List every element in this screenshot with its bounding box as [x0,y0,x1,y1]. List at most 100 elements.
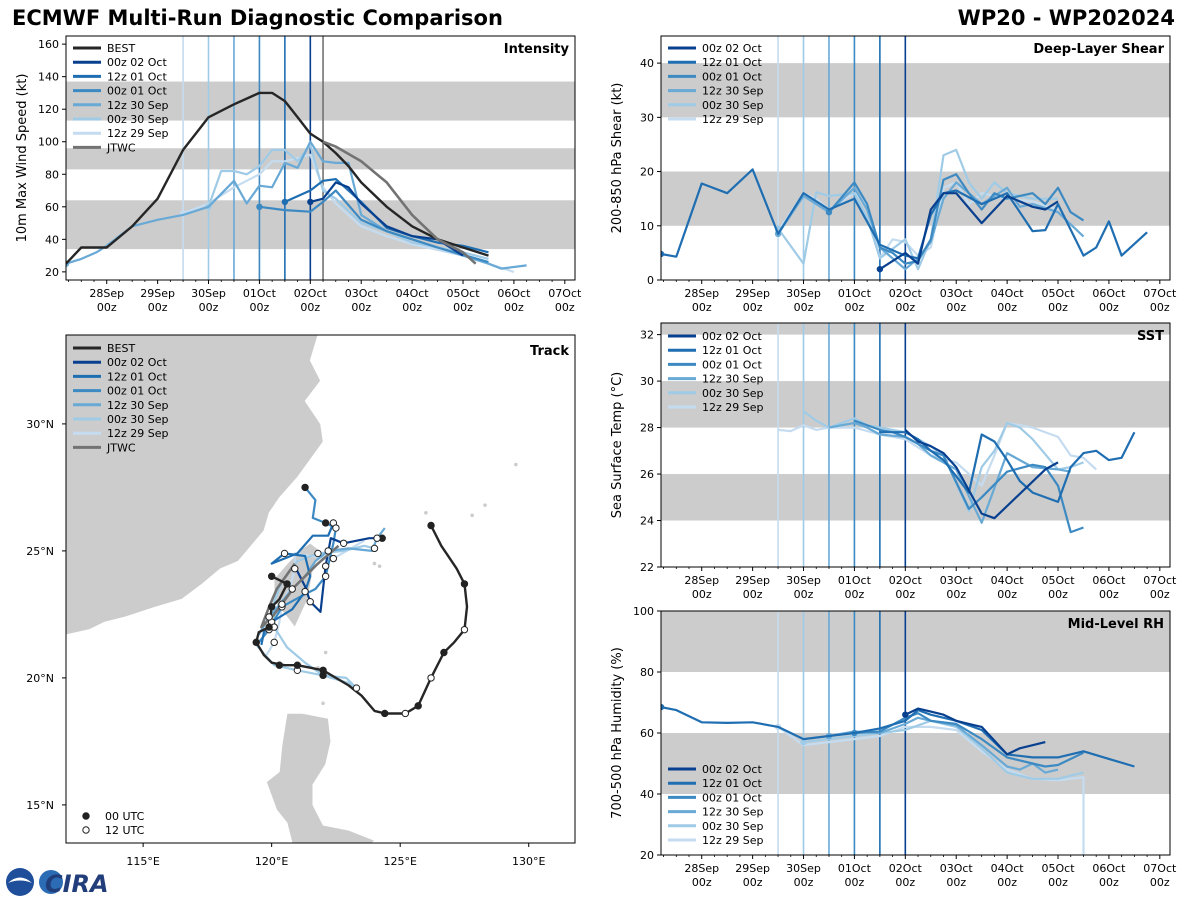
panel-title: Mid-Level RH [1068,617,1164,632]
x-tick-label-date-7: 04Oct [991,574,1025,587]
x-tick-label-date-9: 06Oct [1092,574,1126,587]
best-track-point-15 [283,580,291,588]
legend-label-6: 00z 30 Sep [107,413,169,426]
panel-title: Intensity [504,42,570,57]
x-tick-label-hour-6: 00z [351,301,371,314]
run-track-point-2-2 [301,587,309,596]
y-tick-label-2: 40 [640,788,654,801]
legend-label-6: 00z 30 Sep [107,113,169,126]
x-tick-label-date-8: 05Oct [1042,287,1076,300]
best-track-point-4 [440,648,448,657]
run-track-point-3-6 [301,483,309,492]
x-tick-label-hour-8: 00z [1048,301,1068,314]
marker-legend-label-1: 00 UTC [105,810,145,823]
legend-label-1: BEST [107,42,135,55]
x-tick-label-date-8: 05Oct [1042,574,1076,587]
series-start-point-1 [876,265,884,273]
x-tick-label-hour-5: 00z [300,301,320,314]
series-start-point-2 [281,198,289,206]
x-tick-label-date-7: 04Oct [991,287,1025,300]
x-tick-label-hour-6: 00z [946,588,966,601]
small-island-9 [514,462,518,467]
lon-tick-label-2: 120°E [255,855,288,868]
legend-label-8: JTWC [106,441,136,454]
legend-label-2: 12z 01 Oct [702,777,762,790]
x-tick-label-hour-5: 00z [895,588,915,601]
best-track-point-3 [460,625,469,634]
x-tick-label-hour-8: 00z [1048,588,1068,601]
x-tick-label-hour-2: 00z [148,301,168,314]
legend-label-3: 00z 01 Oct [702,791,762,804]
x-tick-label-date-5: 02Oct [889,574,923,587]
shaded-band-1 [661,171,1170,226]
x-tick-label-hour-9: 00z [1099,588,1119,601]
x-tick-label-date-10: 07Oct [1143,287,1177,300]
x-tick-label-date-4: 01Oct [838,574,872,587]
x-tick-label-date-9: 06Oct [1092,287,1126,300]
x-tick-label-date-5: 02Oct [294,287,328,300]
legend-label-5: 00z 30 Sep [702,387,764,400]
x-tick-label-date-1: 28Sep [89,287,124,300]
lat-tick-label-3: 25°N [26,545,54,558]
series-line-1 [310,181,464,257]
x-tick-label-date-8: 05Oct [447,287,481,300]
legend-label-4: 00z 01 Oct [107,85,167,98]
x-tick-label-hour-7: 00z [997,876,1017,889]
lat-tick-label-4: 30°N [26,418,54,431]
x-tick-label-date-6: 03Oct [940,287,974,300]
x-tick-label-hour-2: 00z [743,588,763,601]
figure-title: ECMWF Multi-Run Diagnostic Comparison [12,6,503,30]
y-tick-label-5: 100 [633,605,654,618]
run-track-point-5-3 [352,684,361,692]
track-panel: 115°E 120°E 125°E 130°E 15°N 20°N 25°N 30°N Trac… [26,334,576,868]
y-tick-label-7: 140 [38,71,59,84]
series-line-2 [661,706,1135,768]
y-tick-label-5: 40 [640,57,654,70]
x-tick-label-date-9: 06Oct [1092,862,1126,875]
legend-label-4: 12z 30 Sep [702,373,764,386]
panel-title: Deep-Layer Shear [1033,42,1164,57]
x-tick-label-date-1: 28Sep [684,862,719,875]
x-tick-label-date-3: 30Sep [786,287,821,300]
x-tick-label-hour-1: 00z [692,301,712,314]
x-tick-label-hour-7: 00z [402,301,422,314]
small-island-6 [424,511,428,515]
lon-tick-label-1: 115°E [126,855,159,868]
y-tick-label-6: 120 [38,103,59,116]
shaded-band-3 [661,323,1170,335]
x-tick-label-date-2: 29Sep [735,574,770,587]
noaa-bird-icon [8,877,32,883]
shaded-band-1 [661,733,1170,794]
y-tick-label-2: 24 [640,515,654,528]
run-track-point-4-3 [324,547,332,555]
plot-frame [660,322,1171,568]
series-line-1 [879,192,1059,271]
small-island-5 [372,561,377,566]
legend-label-5: 00z 30 Sep [702,99,764,112]
globe-icon [39,870,63,894]
run-track-point-3-3 [321,572,330,580]
series-line-3 [854,419,1084,534]
x-tick-label-date-3: 30Sep [786,862,821,875]
best-track-point-2 [460,580,469,588]
x-tick-label-date-10: 07Oct [548,287,582,300]
cira-logo: CIRA [6,868,109,898]
run-track-point-6-4 [329,554,338,563]
series-line-4 [777,181,1085,271]
y-tick-label-6: 32 [640,329,654,342]
run-track-point-4-4 [373,534,381,542]
best-track-point-9 [319,666,327,674]
best-track-point-11 [275,661,284,669]
mainland-landmass [66,335,324,636]
run-track-point-6-2 [278,600,286,608]
x-tick-label-hour-1: 00z [97,301,117,314]
marker-legend-filled [82,812,90,820]
plot-area [661,323,1170,567]
small-island-3 [321,701,325,706]
x-tick-label-hour-10: 00z [555,301,575,314]
series-line-1 [904,707,1046,756]
series-start-point-3 [256,203,263,210]
legend-label-1: BEST [107,342,135,355]
x-tick-label-hour-5: 00z [895,876,915,889]
